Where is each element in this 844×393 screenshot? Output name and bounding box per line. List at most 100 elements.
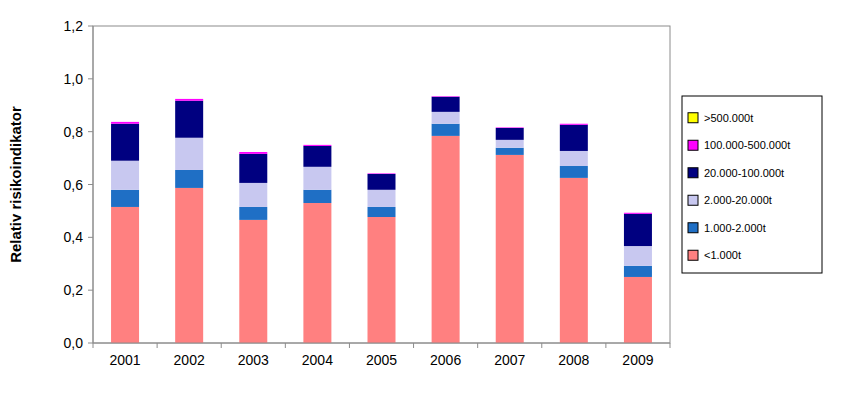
bar-segment	[496, 155, 524, 343]
bar-segment	[560, 166, 588, 178]
x-tick	[93, 343, 94, 348]
bar-segment	[368, 190, 396, 207]
bar-segment	[432, 136, 460, 343]
bar-segment	[368, 207, 396, 217]
x-tick-label: 2009	[622, 352, 653, 368]
bar-segment	[175, 98, 203, 99]
bar-segment	[175, 99, 203, 101]
bar-segment	[368, 173, 396, 175]
bar-segment	[624, 277, 652, 343]
bar-segment	[175, 188, 203, 343]
bar-segment	[624, 212, 652, 213]
bar-segment	[175, 101, 203, 138]
bar-segment	[111, 190, 139, 207]
legend-label: 100.000-500.000t	[704, 139, 790, 151]
bar-segment	[368, 217, 396, 343]
bar-segment	[239, 207, 267, 220]
bar-segment	[239, 152, 267, 154]
bar-segment	[111, 124, 139, 161]
bar-segment	[496, 128, 524, 140]
bar-segment	[624, 214, 652, 246]
bar-segment	[303, 145, 331, 146]
x-axis	[93, 343, 670, 344]
y-tick	[88, 343, 93, 344]
bar-segment	[111, 121, 139, 122]
x-tick-label: 2003	[238, 352, 269, 368]
legend-swatch	[688, 168, 698, 178]
y-tick-label: 0,6	[64, 177, 84, 193]
bar-segment	[239, 152, 267, 153]
legend-swatch	[688, 140, 698, 150]
x-tick	[285, 343, 286, 348]
y-tick	[88, 237, 93, 238]
x-tick-label: 2008	[558, 352, 589, 368]
bar-segment	[432, 124, 460, 136]
x-tick-label: 2002	[174, 352, 205, 368]
bar-segment	[239, 220, 267, 343]
y-tick-label: 0,8	[64, 124, 84, 140]
y-tick-label: 0,2	[64, 282, 84, 298]
legend-label: 20.000-100.000t	[704, 167, 784, 179]
bar-segment	[303, 167, 331, 190]
bar-segment	[111, 207, 139, 343]
bar-segment	[432, 96, 460, 98]
bar-segment	[560, 151, 588, 166]
chart: 0,00,20,40,60,81,01,22001200220032004200…	[0, 0, 844, 393]
y-tick-label: 0,4	[64, 229, 84, 245]
legend-label: 2.000-20.000t	[704, 194, 772, 206]
x-tick-label: 2005	[366, 352, 397, 368]
bar-segment	[111, 161, 139, 190]
bar-segment	[432, 112, 460, 124]
bar-segment	[239, 183, 267, 207]
legend-swatch	[688, 250, 698, 260]
legend-label: 1.000-2.000t	[704, 222, 766, 234]
x-tick	[221, 343, 222, 348]
bar-segment	[560, 124, 588, 125]
x-tick	[157, 343, 158, 348]
y-axis-label: Relativ risikoindikator	[7, 106, 24, 263]
y-tick	[88, 290, 93, 291]
y-tick	[88, 184, 93, 185]
legend-label: <1.000t	[704, 249, 741, 261]
x-tick-label: 2006	[430, 352, 461, 368]
bar-segment	[239, 154, 267, 183]
legend-swatch	[688, 113, 698, 123]
bar-segment	[560, 123, 588, 124]
bar-segment	[175, 138, 203, 170]
x-tick-label: 2007	[494, 352, 525, 368]
y-tick	[88, 26, 93, 27]
y-tick-label: 1,0	[64, 71, 84, 87]
plot-area	[93, 26, 670, 343]
bar-segment	[560, 125, 588, 151]
bar-segment	[496, 127, 524, 129]
y-tick-label: 1,2	[64, 18, 84, 34]
bar-segment	[560, 178, 588, 343]
bar-segment	[624, 266, 652, 277]
x-tick	[349, 343, 350, 348]
bar-segment	[496, 140, 524, 148]
bar-segment	[496, 148, 524, 155]
bar-segment	[368, 173, 396, 174]
bar-segment	[432, 96, 460, 97]
legend	[682, 96, 822, 273]
legend-label: >500.000t	[704, 112, 753, 124]
y-tick	[88, 78, 93, 79]
bar-segment	[303, 146, 331, 167]
bar-segment	[624, 213, 652, 214]
y-tick	[88, 131, 93, 132]
x-tick	[670, 343, 671, 348]
x-tick	[477, 343, 478, 348]
legend-swatch	[688, 223, 698, 233]
x-tick-label: 2004	[302, 352, 333, 368]
bars	[111, 96, 652, 343]
bar-segment	[303, 190, 331, 203]
bar-segment	[175, 170, 203, 188]
bar-segment	[111, 122, 139, 124]
bar-segment	[368, 174, 396, 190]
x-tick	[413, 343, 414, 348]
x-tick	[541, 343, 542, 348]
bar-segment	[432, 97, 460, 112]
legend-swatch	[688, 195, 698, 205]
bar-segment	[496, 127, 524, 128]
y-tick-label: 0,0	[64, 335, 84, 351]
